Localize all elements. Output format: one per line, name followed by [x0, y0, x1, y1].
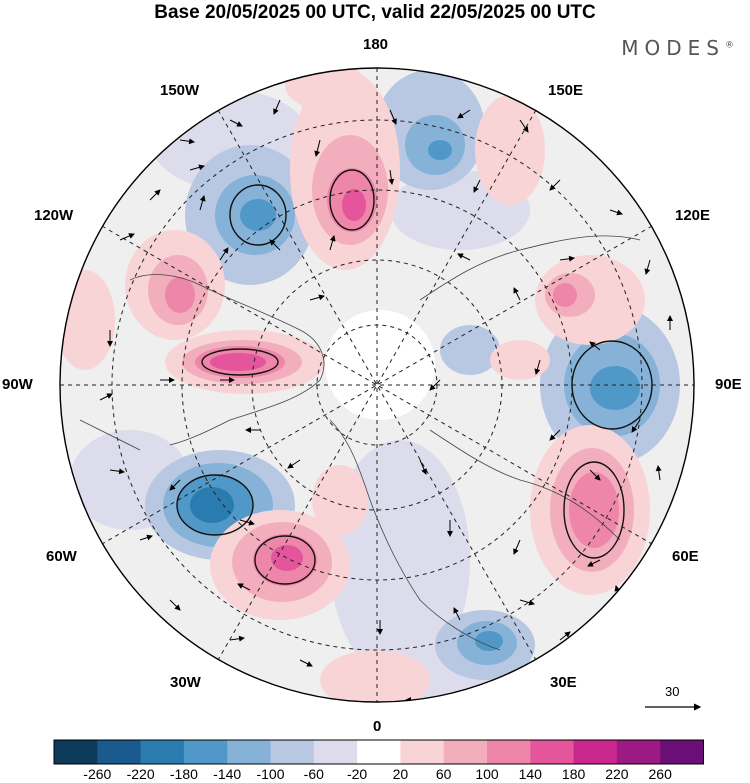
label-150e: 150E	[548, 82, 584, 99]
label-60w: 60W	[46, 548, 77, 565]
colorbar-tick-label: 100	[475, 766, 499, 782]
label-180: 180	[363, 36, 389, 53]
colorbar-tick-label: 20	[392, 766, 409, 782]
colorbar-swatch	[400, 740, 445, 764]
label-30w: 30W	[170, 674, 201, 691]
colorbar-tick-label: -100	[256, 766, 285, 782]
colorbar-swatch	[183, 740, 228, 764]
map-border	[59, 67, 695, 703]
colorbar	[53, 739, 704, 765]
colorbar-swatch	[54, 740, 98, 764]
colorbar-swatch	[443, 740, 488, 764]
colorbar-swatch	[573, 740, 618, 764]
label-120w: 120W	[34, 207, 74, 224]
colorbar-swatch	[313, 740, 358, 764]
label-90w: 90W	[2, 376, 33, 393]
colorbar-swatch	[487, 740, 531, 764]
colorbar-swatch	[530, 740, 575, 764]
colorbar-swatch	[227, 740, 271, 764]
colorbar-tick-label: -180	[169, 766, 198, 782]
colorbar-tick-label: -220	[126, 766, 155, 782]
wind-vectors	[99, 99, 673, 702]
coastlines	[79, 235, 641, 651]
colorbar-tick-label: 180	[561, 766, 586, 782]
brand-logo: MODES®	[621, 36, 734, 60]
colorbar-swatch	[140, 740, 185, 764]
label-30e: 30E	[550, 674, 577, 691]
reference-vector-label: 30	[665, 684, 680, 699]
colorbar-tick-label: 140	[518, 766, 542, 782]
colorbar-tick-label: -140	[213, 766, 242, 782]
colorbar-swatch	[270, 740, 315, 764]
colorbar-swatch	[97, 740, 142, 764]
label-120e: 120E	[675, 207, 711, 224]
label-0: 0	[373, 718, 382, 735]
colorbar-swatch	[660, 740, 704, 764]
label-90e: 90E	[715, 376, 742, 393]
colorbar-swatch	[357, 740, 401, 764]
colorbar-tick-label: -20	[346, 766, 368, 782]
label-150w: 150W	[160, 82, 200, 99]
brand-name: MODES	[621, 36, 725, 60]
colorbar-tick-label: -260	[83, 766, 112, 782]
colorbar-tick-label: -60	[303, 766, 324, 782]
colorbar-tick-label: 220	[605, 766, 629, 782]
colorbar-frame	[53, 739, 704, 765]
graticule	[60, 68, 694, 702]
contour-lines	[176, 169, 653, 585]
map-title: Base 20/05/2025 00 UTC, valid 22/05/2025…	[154, 2, 596, 23]
colorbar-swatch	[616, 740, 661, 764]
colorbar-tick-label: 60	[435, 766, 452, 782]
colorbar-tick-label: 260	[648, 766, 672, 782]
label-60e: 60E	[672, 548, 699, 565]
